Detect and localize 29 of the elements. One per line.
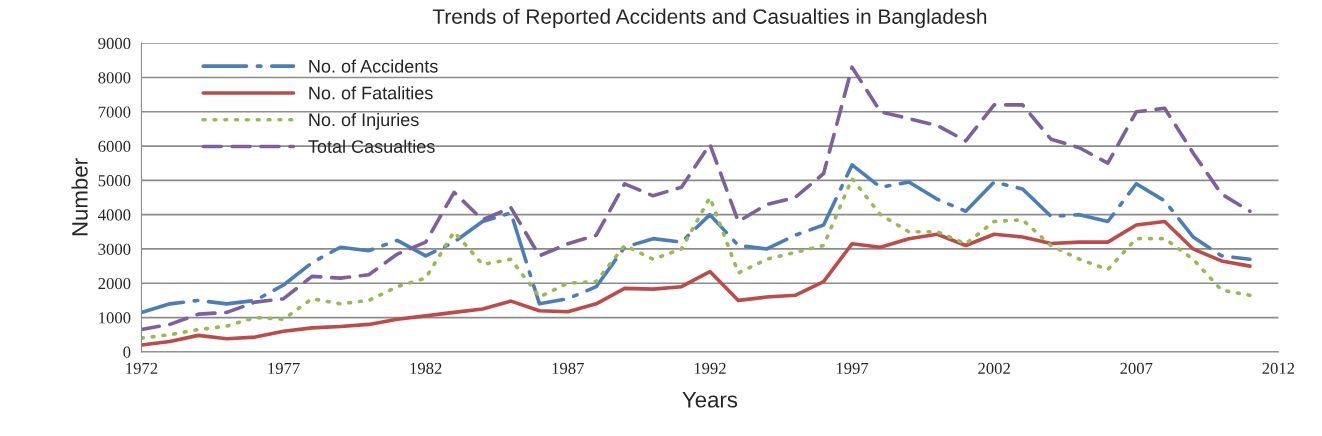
- chart-title: Trends of Reported Accidents and Casualties in Bangladesh: [432, 8, 987, 29]
- x-tick-label: 1997: [836, 362, 869, 374]
- line-series: [141, 176, 1252, 340]
- y-tick-label: 7000: [98, 106, 131, 118]
- y-tick-label: 5000: [98, 175, 131, 187]
- y-tick-label: 8000: [98, 72, 131, 84]
- x-tick-label: 2012: [1262, 362, 1295, 374]
- y-tick-label: 1000: [99, 312, 131, 324]
- x-tick-label: 1972: [126, 362, 158, 374]
- y-tick-label: 9000: [98, 37, 131, 50]
- x-axis-title: Years: [682, 392, 738, 408]
- y-tick-label: 2000: [98, 277, 131, 290]
- x-tick-label: 2007: [1120, 362, 1153, 374]
- y-axis-title: Number: [71, 158, 88, 236]
- y-tick-label: 6000: [98, 140, 131, 153]
- x-tick-label: 1987: [552, 362, 584, 374]
- legend-label: No. of Injuries: [309, 112, 419, 130]
- y-tick-label: 0: [123, 346, 131, 358]
- legend-label: Total Casualties: [308, 139, 435, 153]
- line-series: [141, 219, 1252, 347]
- legend-label: No. of Fatalities: [309, 86, 433, 100]
- x-tick-label: 1977: [268, 362, 300, 374]
- y-tick-label: 3000: [98, 243, 131, 255]
- x-tick-label: 2002: [978, 362, 1010, 374]
- y-tick-label: 4000: [98, 209, 131, 221]
- x-tick-label: 1992: [694, 362, 726, 374]
- x-tick-label: 1982: [410, 362, 442, 374]
- line-series: [141, 163, 1252, 315]
- legend-label: No. of Accidents: [309, 59, 438, 73]
